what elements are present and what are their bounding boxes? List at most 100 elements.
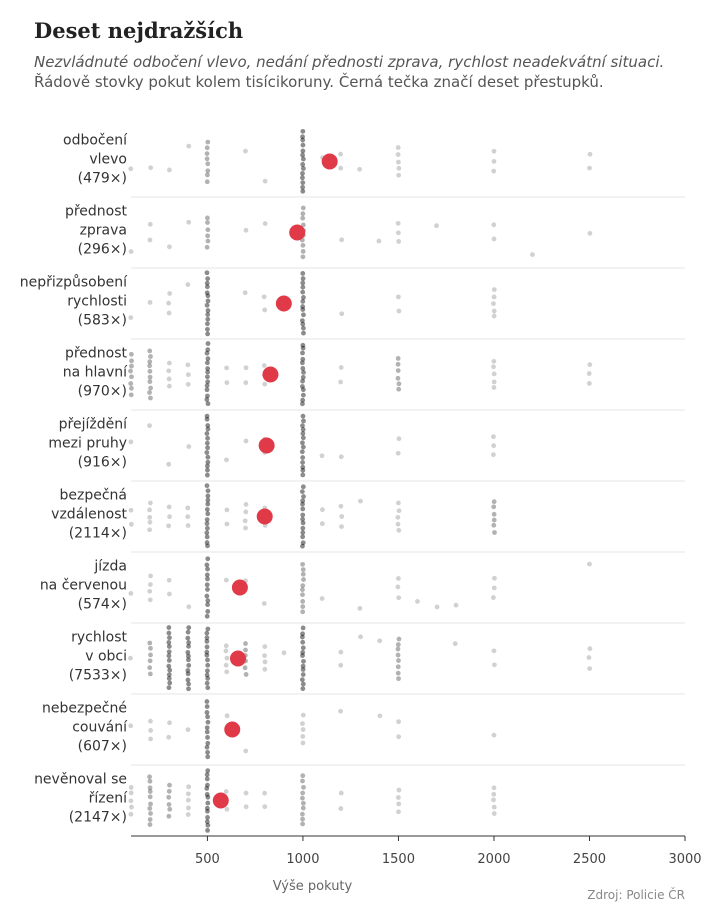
fine-dot xyxy=(262,221,268,226)
fine-dot xyxy=(205,576,210,582)
fine-dot xyxy=(167,514,172,520)
fine-dot xyxy=(396,809,401,815)
fine-dot xyxy=(243,509,249,515)
fine-dot xyxy=(491,585,497,591)
fine-dot xyxy=(262,307,268,313)
fine-dot xyxy=(300,156,306,162)
fine-dot xyxy=(300,401,305,407)
fine-dot xyxy=(395,375,401,381)
fine-dot xyxy=(300,440,305,446)
fine-dot xyxy=(148,645,153,651)
fine-dot xyxy=(491,732,497,738)
fine-dot xyxy=(300,467,306,473)
fine-dot xyxy=(129,374,134,380)
fine-dot xyxy=(300,431,306,436)
fine-dot xyxy=(262,804,268,810)
fine-dot xyxy=(186,640,192,645)
fine-dot xyxy=(224,713,230,719)
fine-dot xyxy=(128,507,134,513)
fine-dot xyxy=(587,646,593,652)
fine-dot xyxy=(147,519,153,525)
fine-dot xyxy=(166,383,172,389)
fine-dot xyxy=(300,790,306,796)
fine-dot xyxy=(358,498,363,504)
fine-dot xyxy=(262,644,268,650)
fine-dot xyxy=(491,287,497,293)
fine-dot xyxy=(491,301,496,307)
fine-dot xyxy=(185,791,191,797)
fine-dot xyxy=(166,672,172,678)
fine-dot xyxy=(205,488,211,494)
fine-dot xyxy=(396,500,401,506)
row-label-line: nepřizpůsobení xyxy=(20,275,128,291)
fine-dot xyxy=(300,345,306,351)
fine-dot xyxy=(186,604,192,610)
fine-dot xyxy=(319,521,325,527)
fine-dot xyxy=(300,366,306,371)
fine-dot xyxy=(243,790,249,796)
fine-dot xyxy=(300,740,306,746)
fine-dot xyxy=(148,728,154,733)
fine-dot xyxy=(300,498,306,504)
fine-dot xyxy=(491,358,497,364)
fine-dot xyxy=(205,423,211,428)
fine-dot xyxy=(204,302,210,308)
fine-dot xyxy=(204,699,210,704)
fine-dot xyxy=(148,395,153,401)
fine-dot xyxy=(167,782,172,788)
fine-dot xyxy=(128,591,134,596)
fine-dot xyxy=(147,597,153,603)
fine-dot xyxy=(320,507,325,513)
row-label-line: (7533×) xyxy=(69,668,127,684)
fine-dot xyxy=(128,785,134,790)
fine-dot xyxy=(204,672,210,678)
fine-dot xyxy=(204,805,210,811)
fine-dot xyxy=(148,354,153,359)
fine-dot xyxy=(301,658,306,664)
row-label-line: rychlost xyxy=(71,630,127,646)
fine-dot xyxy=(300,525,306,531)
fine-dot xyxy=(395,220,401,226)
fine-dot xyxy=(204,534,210,540)
fine-dot xyxy=(204,649,210,655)
row-label-line: zprava xyxy=(80,223,127,239)
fine-dot xyxy=(395,642,401,647)
fine-dot xyxy=(205,815,210,820)
fine-dot xyxy=(205,782,210,788)
fine-dot xyxy=(338,649,344,655)
fine-dot xyxy=(204,635,210,641)
fine-dot xyxy=(453,602,459,608)
fine-dot xyxy=(300,712,306,718)
fine-dot xyxy=(128,723,134,729)
fine-dot xyxy=(300,413,306,419)
fine-dot xyxy=(205,754,211,760)
fine-dot xyxy=(262,659,268,665)
fine-dot xyxy=(491,236,497,242)
fine-dot xyxy=(128,521,134,527)
fine-dot xyxy=(185,671,191,677)
fine-dot xyxy=(167,167,172,173)
fine-dot xyxy=(492,530,497,535)
fine-dot xyxy=(586,655,592,660)
fine-dot xyxy=(166,368,172,374)
fine-dot xyxy=(167,635,172,641)
fine-dot xyxy=(166,523,172,529)
fine-dot xyxy=(166,663,172,669)
fine-dot xyxy=(243,365,249,371)
fine-dot xyxy=(204,290,210,296)
fine-dot xyxy=(319,596,325,601)
fine-dot xyxy=(147,588,153,594)
fine-dot xyxy=(300,592,305,598)
fine-dot xyxy=(300,184,306,190)
fine-dot xyxy=(299,634,305,640)
x-tick-label: 2000 xyxy=(477,852,510,867)
fine-dot xyxy=(300,356,306,362)
mean-marker xyxy=(229,650,246,667)
fine-dot xyxy=(147,374,153,380)
fine-dot xyxy=(243,525,248,531)
row-label-line: (916×) xyxy=(78,455,127,471)
mean-marker xyxy=(321,153,338,170)
fine-dot xyxy=(338,662,344,668)
fine-dot xyxy=(587,230,593,236)
fine-dot xyxy=(185,372,191,378)
